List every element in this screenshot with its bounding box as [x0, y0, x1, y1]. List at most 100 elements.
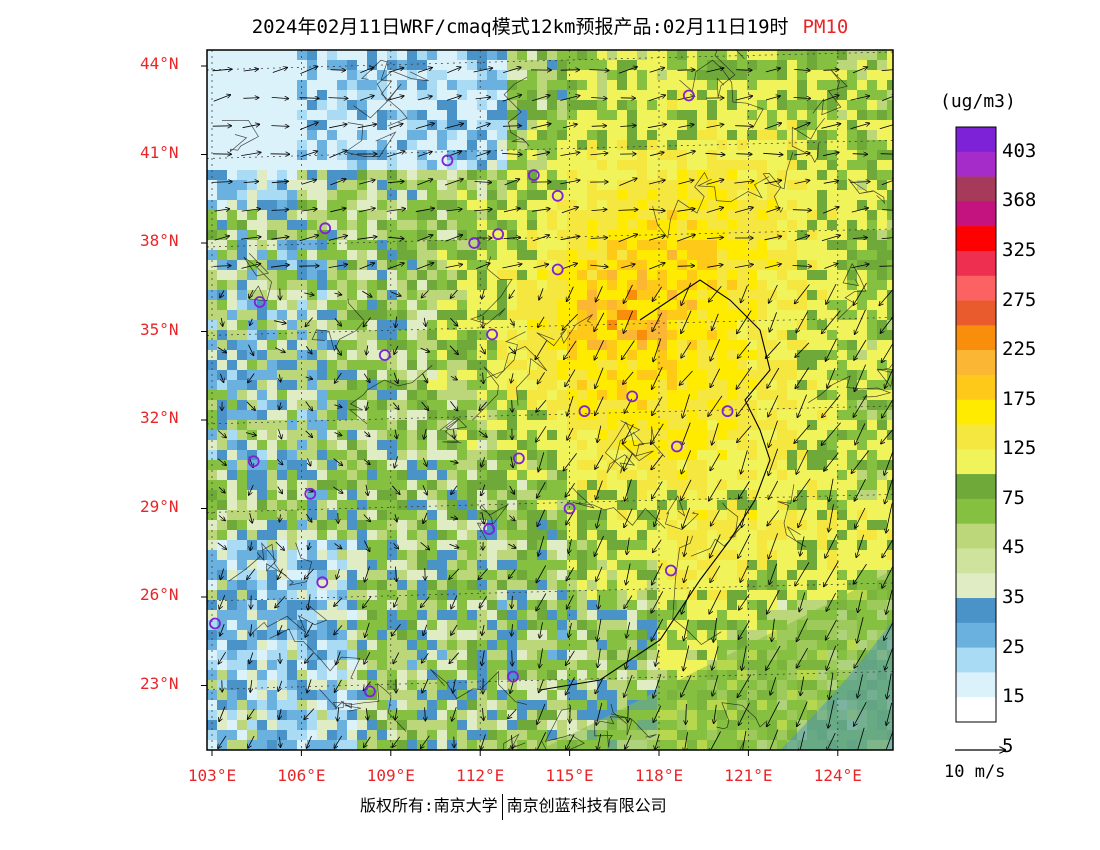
field-cell	[397, 630, 408, 641]
wind-vectors	[212, 66, 893, 750]
field-cell	[307, 450, 318, 461]
field-cell	[407, 210, 418, 221]
field-cell	[467, 270, 478, 281]
field-cell	[877, 240, 888, 251]
field-cell	[687, 220, 698, 231]
field-cell	[427, 710, 438, 721]
field-cell	[217, 380, 228, 391]
field-cell	[867, 540, 878, 551]
field-cell	[617, 560, 628, 571]
field-cell	[657, 210, 668, 221]
field-cell	[817, 600, 828, 611]
field-cell	[617, 480, 628, 491]
field-cell	[347, 720, 358, 731]
field-cell	[577, 650, 588, 661]
field-cell	[847, 80, 858, 91]
field-cell	[497, 520, 508, 531]
field-cell	[427, 560, 438, 571]
field-cell	[527, 530, 538, 541]
field-cell	[267, 610, 278, 621]
field-cell	[497, 160, 508, 171]
field-cell	[717, 280, 728, 291]
field-cell	[857, 500, 868, 511]
field-cell	[837, 260, 848, 271]
field-cell	[507, 270, 518, 281]
field-cell	[567, 530, 578, 541]
field-cell	[537, 710, 548, 721]
field-cell	[457, 420, 468, 431]
field-cell	[607, 310, 618, 321]
field-cell	[717, 460, 728, 471]
field-cell	[367, 570, 378, 581]
field-cell	[407, 320, 418, 331]
field-cell	[487, 610, 498, 621]
field-cell	[217, 710, 228, 721]
field-cell	[387, 210, 398, 221]
field-cell	[657, 470, 668, 481]
field-cell	[397, 680, 408, 691]
field-cell	[767, 450, 778, 461]
field-cell	[667, 510, 678, 521]
field-cell	[777, 260, 788, 271]
field-cell	[207, 720, 218, 731]
field-cell	[597, 150, 608, 161]
boundary-line	[221, 119, 259, 153]
field-cell	[377, 380, 388, 391]
field-cell	[607, 110, 618, 121]
wind-arrow	[447, 67, 460, 74]
field-cell	[777, 430, 788, 441]
field-cell	[437, 440, 448, 451]
field-cell	[577, 280, 588, 291]
field-cell	[347, 220, 358, 231]
field-cell	[687, 270, 698, 281]
field-cell	[357, 140, 368, 151]
field-cell	[647, 400, 658, 411]
field-cell	[297, 670, 308, 681]
field-cell	[877, 420, 888, 431]
field-cell	[787, 240, 798, 251]
field-cell	[297, 530, 308, 541]
field-cell	[577, 160, 588, 171]
field-cell	[287, 50, 298, 61]
field-cell	[557, 400, 568, 411]
field-cell	[817, 300, 828, 311]
field-cell	[677, 280, 688, 291]
field-cell	[427, 310, 438, 321]
field-cell	[457, 510, 468, 521]
field-cell	[257, 560, 268, 571]
field-cell	[557, 650, 568, 661]
wind-arrow	[213, 95, 231, 102]
field-cell	[727, 640, 738, 651]
field-cell	[207, 80, 218, 91]
field-cell	[757, 540, 768, 551]
field-cell	[597, 80, 608, 91]
field-cell	[757, 130, 768, 141]
field-cell	[757, 320, 768, 331]
field-cell	[227, 690, 238, 701]
field-cell	[257, 190, 268, 201]
field-cell	[387, 220, 398, 231]
field-cell	[727, 410, 738, 421]
field-cell	[237, 740, 248, 750]
field-cell	[657, 640, 668, 651]
field-cell	[877, 320, 888, 331]
field-cell	[347, 470, 358, 481]
field-cell	[627, 140, 638, 151]
field-cell	[607, 420, 618, 431]
field-cell	[437, 460, 448, 471]
boundary-line	[679, 59, 764, 129]
field-cell	[597, 470, 608, 481]
field-cell	[637, 300, 648, 311]
field-cell	[337, 290, 348, 301]
field-cell	[237, 710, 248, 721]
field-cell	[677, 500, 688, 511]
field-cell	[267, 460, 278, 471]
field-cell	[407, 150, 418, 161]
field-cell	[857, 520, 868, 531]
field-cell	[617, 120, 628, 131]
field-cell	[457, 430, 468, 441]
field-cell	[847, 210, 858, 221]
field-cell	[807, 240, 818, 251]
field-cell	[457, 250, 468, 261]
field-cell	[797, 60, 808, 71]
